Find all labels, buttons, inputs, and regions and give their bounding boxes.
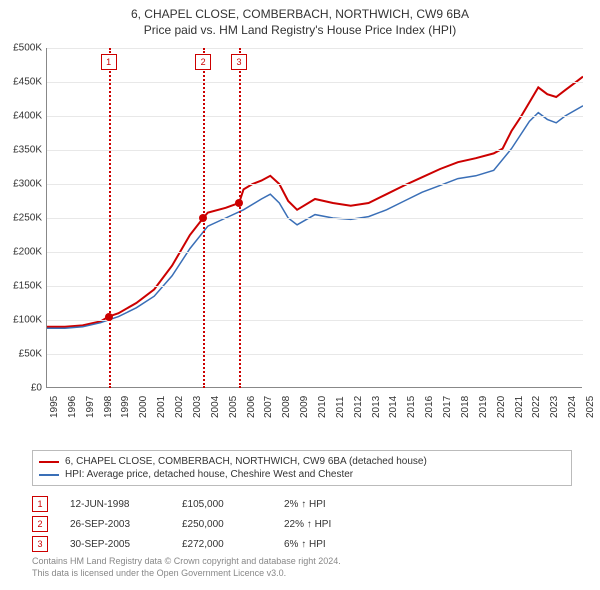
title-line-1: 6, CHAPEL CLOSE, COMBERBACH, NORTHWICH, …	[0, 6, 600, 22]
event-badge: 1	[32, 496, 48, 512]
event-row: 1 12-JUN-1998 £105,000 2% ↑ HPI	[32, 494, 572, 514]
x-tick-label: 2013	[371, 396, 382, 418]
event-delta: 6% ↑ HPI	[284, 539, 384, 550]
event-price: £250,000	[182, 519, 262, 530]
legend-label: HPI: Average price, detached house, Ches…	[65, 469, 353, 480]
title-line-2: Price paid vs. HM Land Registry's House …	[0, 22, 600, 38]
gridline	[47, 82, 583, 83]
footer-line-2: This data is licensed under the Open Gov…	[32, 568, 572, 580]
x-tick-label: 2017	[442, 396, 453, 418]
marker-badge: 1	[101, 54, 117, 70]
x-tick-label: 2019	[478, 396, 489, 418]
y-tick-label: £350K	[0, 145, 42, 156]
legend-box: 6, CHAPEL CLOSE, COMBERBACH, NORTHWICH, …	[32, 450, 572, 486]
x-tick-label: 2006	[246, 396, 257, 418]
gridline	[47, 48, 583, 49]
x-tick-label: 2018	[460, 396, 471, 418]
marker-dot	[199, 214, 207, 222]
x-tick-label: 2003	[192, 396, 203, 418]
x-tick-label: 2007	[263, 396, 274, 418]
marker-badge: 2	[195, 54, 211, 70]
x-tick-label: 2023	[549, 396, 560, 418]
event-row: 2 26-SEP-2003 £250,000 22% ↑ HPI	[32, 514, 572, 534]
legend-swatch	[39, 474, 59, 476]
x-tick-label: 2025	[585, 396, 596, 418]
marker-dot	[105, 313, 113, 321]
gridline	[47, 354, 583, 355]
x-tick-label: 2016	[424, 396, 435, 418]
series-line-hpi	[47, 106, 583, 328]
attribution-footer: Contains HM Land Registry data © Crown c…	[32, 556, 572, 579]
x-tick-label: 2000	[138, 396, 149, 418]
x-tick-label: 2001	[156, 396, 167, 418]
x-tick-label: 1996	[67, 396, 78, 418]
y-tick-label: £150K	[0, 281, 42, 292]
title-block: 6, CHAPEL CLOSE, COMBERBACH, NORTHWICH, …	[0, 0, 600, 38]
gridline	[47, 252, 583, 253]
event-price: £105,000	[182, 499, 262, 510]
event-badge: 3	[32, 536, 48, 552]
event-date: 12-JUN-1998	[70, 499, 160, 510]
event-date: 26-SEP-2003	[70, 519, 160, 530]
x-tick-label: 1995	[49, 396, 60, 418]
x-tick-label: 2010	[317, 396, 328, 418]
event-date: 30-SEP-2005	[70, 539, 160, 550]
gridline	[47, 320, 583, 321]
x-tick-label: 2021	[514, 396, 525, 418]
y-tick-label: £400K	[0, 111, 42, 122]
x-tick-label: 2009	[299, 396, 310, 418]
container: 6, CHAPEL CLOSE, COMBERBACH, NORTHWICH, …	[0, 0, 600, 590]
plot-area: 1 2 3	[46, 48, 582, 388]
events-table: 1 12-JUN-1998 £105,000 2% ↑ HPI 2 26-SEP-2003…	[32, 494, 572, 554]
x-tick-label: 1997	[85, 396, 96, 418]
marker-vline	[239, 48, 241, 388]
gridline	[47, 184, 583, 185]
legend-label: 6, CHAPEL CLOSE, COMBERBACH, NORTHWICH, …	[65, 456, 427, 467]
x-tick-label: 2024	[567, 396, 578, 418]
y-tick-label: £50K	[0, 349, 42, 360]
event-price: £272,000	[182, 539, 262, 550]
x-tick-label: 2022	[531, 396, 542, 418]
y-tick-label: £300K	[0, 179, 42, 190]
y-tick-label: £450K	[0, 77, 42, 88]
gridline	[47, 116, 583, 117]
x-tick-label: 2002	[174, 396, 185, 418]
x-tick-label: 2008	[281, 396, 292, 418]
footer-line-1: Contains HM Land Registry data © Crown c…	[32, 556, 572, 568]
event-delta: 22% ↑ HPI	[284, 519, 384, 530]
event-row: 3 30-SEP-2005 £272,000 6% ↑ HPI	[32, 534, 572, 554]
series-line-property	[47, 77, 583, 327]
legend-row: HPI: Average price, detached house, Ches…	[39, 468, 565, 481]
gridline	[47, 286, 583, 287]
marker-vline	[109, 48, 111, 388]
y-tick-label: £500K	[0, 43, 42, 54]
x-tick-label: 2014	[388, 396, 399, 418]
x-tick-label: 2020	[496, 396, 507, 418]
x-tick-label: 2012	[353, 396, 364, 418]
event-badge: 2	[32, 516, 48, 532]
gridline	[47, 218, 583, 219]
x-tick-label: 2011	[335, 396, 346, 418]
marker-dot	[235, 199, 243, 207]
x-tick-label: 2015	[406, 396, 417, 418]
x-tick-label: 2005	[228, 396, 239, 418]
marker-badge: 3	[231, 54, 247, 70]
y-tick-label: £100K	[0, 315, 42, 326]
y-tick-label: £200K	[0, 247, 42, 258]
legend-swatch	[39, 461, 59, 463]
x-tick-label: 2004	[210, 396, 221, 418]
y-tick-label: £250K	[0, 213, 42, 224]
gridline	[47, 150, 583, 151]
event-delta: 2% ↑ HPI	[284, 499, 384, 510]
legend-row: 6, CHAPEL CLOSE, COMBERBACH, NORTHWICH, …	[39, 455, 565, 468]
x-tick-label: 1999	[120, 396, 131, 418]
x-tick-label: 1998	[103, 396, 114, 418]
chart-area: 123 £0£50K£100K£150K£200K£250K£300K£350K…	[46, 48, 582, 420]
y-tick-label: £0	[0, 383, 42, 394]
